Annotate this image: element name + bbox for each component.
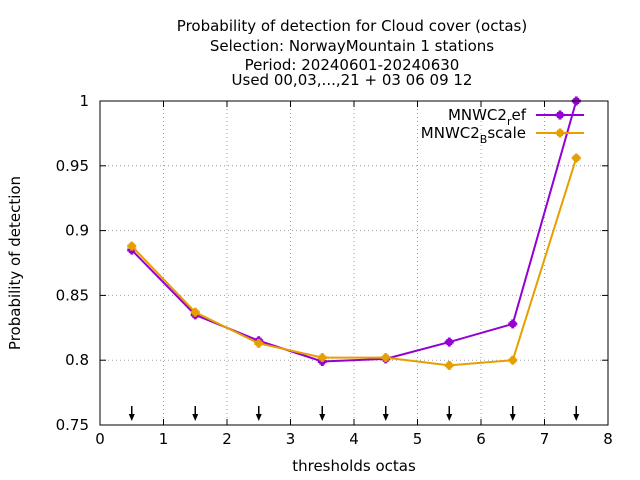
threshold-arrow-head (128, 414, 135, 421)
series-line-1 (131, 157, 578, 367)
y-tick-label: 0.85 (56, 286, 89, 304)
legend-text-sub: r (507, 115, 512, 128)
data-point (508, 322, 518, 326)
x-tick-label: 1 (159, 430, 169, 448)
y-tick-label: 0.8 (65, 351, 89, 369)
threshold-arrow-head (255, 414, 262, 421)
legend-marker-0 (555, 113, 565, 117)
threshold-arrow (382, 406, 389, 421)
threshold-arrow-head (319, 414, 326, 421)
data-point (508, 358, 518, 362)
x-tick-label: 3 (286, 430, 296, 448)
x-tick-label: 6 (476, 430, 486, 448)
chart-title-line-0: Probability of detection for Cloud cover… (177, 17, 527, 35)
y-tick-label: 1 (79, 92, 89, 110)
threshold-arrow (255, 406, 262, 421)
legend-text-base: MNWC2 (448, 106, 507, 124)
y-tick-label: 0.95 (56, 157, 89, 175)
threshold-arrow (446, 406, 453, 421)
threshold-arrows (128, 406, 580, 421)
y-tick-label: 0.9 (65, 222, 89, 240)
threshold-arrow (573, 406, 580, 421)
legend-text-rest: ef (511, 106, 526, 124)
data-point (444, 340, 454, 344)
threshold-arrow (128, 406, 135, 421)
legend-marker-1 (555, 131, 565, 135)
series-lines (127, 96, 581, 370)
data-point (571, 156, 581, 160)
x-tick-label: 4 (349, 430, 359, 448)
y-axis-label: Probability of detection (6, 176, 24, 350)
threshold-arrow (509, 406, 516, 421)
x-tick-label: 5 (413, 430, 423, 448)
data-point (381, 356, 391, 360)
data-point (444, 363, 454, 367)
x-tick-label: 7 (540, 430, 550, 448)
data-point (190, 310, 200, 314)
threshold-arrow (192, 406, 199, 421)
chart-title-line-3: Used 00,03,...,21 + 03 06 09 12 (232, 71, 473, 89)
data-point (317, 356, 327, 360)
chart-title-line-1: Selection: NorwayMountain 1 stations (210, 37, 494, 55)
legend-text-sub: B (480, 133, 488, 146)
threshold-arrow-head (509, 414, 516, 421)
data-point (127, 244, 137, 248)
legend-text-base: MNWC2 (421, 124, 480, 142)
x-tick-label: 2 (222, 430, 232, 448)
chart-title-line-2: Period: 20240601-20240630 (245, 56, 460, 74)
legend-label-1: MNWC2Bscale (421, 124, 526, 146)
legend-text-rest: scale (487, 124, 526, 142)
y-tick-label: 0.75 (56, 416, 89, 434)
threshold-arrow-head (573, 414, 580, 421)
threshold-arrow (319, 406, 326, 421)
series-line-0 (131, 100, 578, 363)
chart-title: Probability of detection for Cloud cover… (177, 17, 527, 89)
data-point (254, 341, 264, 345)
grid (100, 101, 608, 425)
threshold-arrow-head (192, 414, 199, 421)
x-tick-label: 8 (603, 430, 613, 448)
axis-ticks: 0 1 2 3 4 5 6 7 8 0.75 0.8 0.85 0.9 0.95 1 (56, 92, 613, 448)
legend-label-0: MNWC2ref (448, 106, 527, 128)
x-axis-label: thresholds octas (292, 457, 416, 475)
threshold-arrow-head (382, 414, 389, 421)
threshold-arrow-head (446, 414, 453, 421)
x-tick-label: 0 (95, 430, 105, 448)
